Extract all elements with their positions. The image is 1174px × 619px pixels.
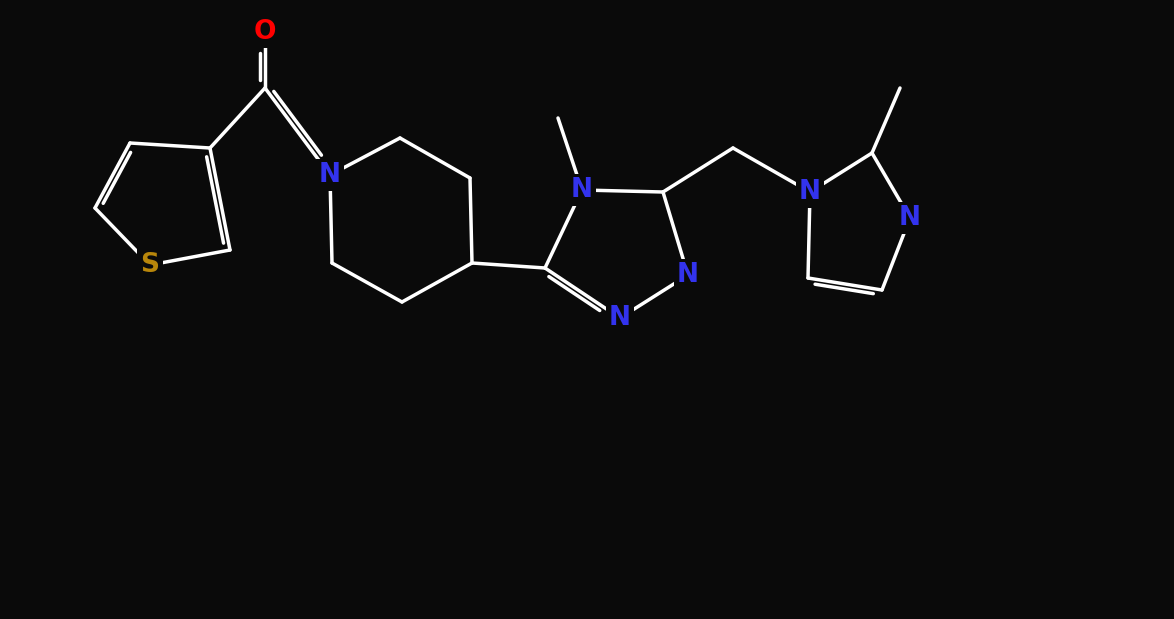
Text: N: N bbox=[799, 179, 821, 205]
Text: N: N bbox=[677, 262, 699, 288]
Text: N: N bbox=[899, 205, 920, 231]
Text: S: S bbox=[141, 252, 160, 278]
Text: N: N bbox=[319, 162, 340, 188]
Text: N: N bbox=[571, 177, 593, 203]
Text: N: N bbox=[609, 305, 630, 331]
Text: O: O bbox=[254, 19, 276, 45]
